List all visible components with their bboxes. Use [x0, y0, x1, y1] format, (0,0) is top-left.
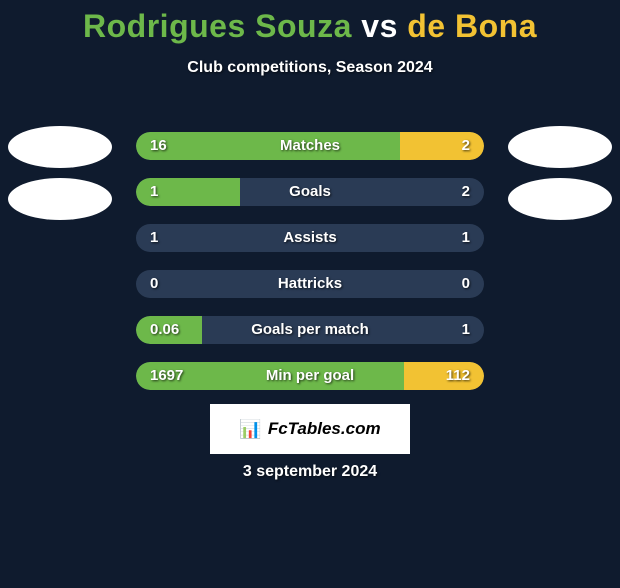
logo-text: FcTables.com — [268, 419, 381, 439]
chart-icon: 📊 — [239, 419, 261, 440]
stat-label: Assists — [136, 224, 484, 252]
vs-text: vs — [361, 8, 398, 44]
stat-value-right: 1 — [462, 316, 470, 344]
stats-bars: 16Matches21Goals21Assists10Hattricks00.0… — [136, 132, 484, 408]
stat-value-right: 1 — [462, 224, 470, 252]
player-a-name: Rodrigues Souza — [83, 8, 352, 44]
stat-value-right: 112 — [446, 362, 470, 390]
player-a-club-icon — [8, 178, 112, 220]
stat-row: 0.06Goals per match1 — [136, 316, 484, 344]
stat-value-right: 0 — [462, 270, 470, 298]
comparison-title: Rodrigues Souza vs de Bona — [0, 8, 620, 45]
logo-box: 📊 FcTables.com — [210, 404, 410, 454]
stat-row: 0Hattricks0 — [136, 270, 484, 298]
stat-row: 16Matches2 — [136, 132, 484, 160]
stat-value-right: 2 — [462, 178, 470, 206]
player-b-avatar-icon — [508, 126, 612, 168]
stat-label: Goals per match — [136, 316, 484, 344]
stat-label: Goals — [136, 178, 484, 206]
stat-label: Min per goal — [136, 362, 484, 390]
stat-row: 1Assists1 — [136, 224, 484, 252]
player-b-name: de Bona — [407, 8, 537, 44]
player-b-club-icon — [508, 178, 612, 220]
stat-value-right: 2 — [462, 132, 470, 160]
player-a-avatar-icon — [8, 126, 112, 168]
stat-label: Matches — [136, 132, 484, 160]
stat-label: Hattricks — [136, 270, 484, 298]
stat-row: 1697Min per goal112 — [136, 362, 484, 390]
subtitle: Club competitions, Season 2024 — [0, 59, 620, 77]
date-text: 3 september 2024 — [0, 463, 620, 481]
stat-row: 1Goals2 — [136, 178, 484, 206]
